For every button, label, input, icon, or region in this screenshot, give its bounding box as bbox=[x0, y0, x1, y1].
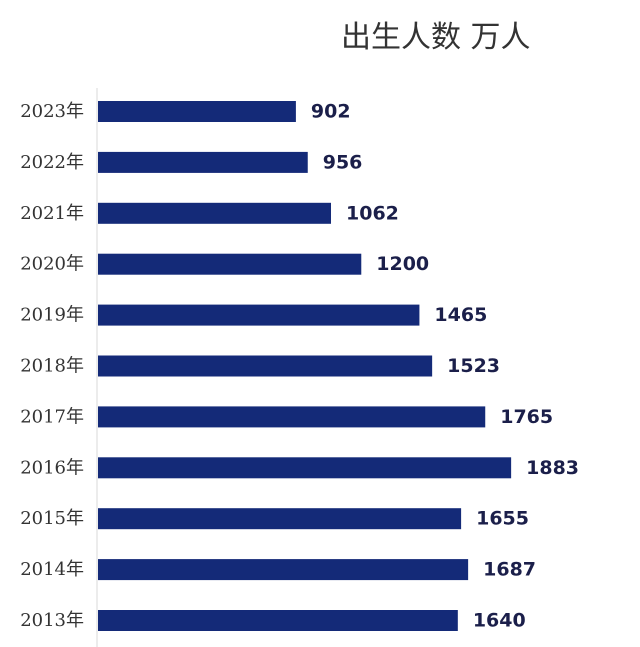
bar-row: 2020年 1200 bbox=[20, 253, 429, 275]
category-label: 2019年 bbox=[20, 305, 84, 326]
bar bbox=[98, 406, 486, 428]
category-label: 2017年 bbox=[20, 406, 84, 427]
bar-row: 2022年 956 bbox=[20, 151, 362, 173]
category-label: 2013年 bbox=[20, 610, 84, 631]
bar bbox=[98, 508, 462, 530]
value-label: 1062 bbox=[346, 202, 399, 224]
bar-row: 2013年 1640 bbox=[20, 610, 526, 632]
value-label: 902 bbox=[311, 101, 351, 123]
bar-row: 2016年 1883 bbox=[20, 457, 579, 479]
value-label: 1200 bbox=[376, 253, 429, 275]
value-label: 1655 bbox=[476, 508, 529, 530]
bar-row: 2021年 1062 bbox=[20, 202, 399, 224]
category-label: 2020年 bbox=[20, 254, 84, 275]
category-label: 2016年 bbox=[20, 457, 84, 478]
bar bbox=[98, 101, 296, 122]
bar bbox=[98, 253, 362, 275]
bar-row: 2017年 1765 bbox=[20, 406, 553, 428]
bar bbox=[98, 355, 433, 377]
category-label: 2023年 bbox=[20, 101, 84, 122]
bar-row: 2019年 1465 bbox=[20, 304, 487, 326]
bar-row: 2014年 1687 bbox=[20, 559, 536, 581]
value-label: 956 bbox=[323, 151, 363, 173]
bar-row: 2015年 1655 bbox=[20, 508, 529, 530]
value-label: 1640 bbox=[473, 610, 526, 632]
value-label: 1883 bbox=[526, 457, 579, 479]
category-label: 2014年 bbox=[20, 559, 84, 580]
bar-row: 2018年 1523 bbox=[20, 355, 500, 377]
bar bbox=[98, 457, 512, 479]
value-label: 1523 bbox=[447, 355, 500, 377]
bar bbox=[98, 610, 458, 631]
bar bbox=[98, 559, 469, 581]
category-label: 2015年 bbox=[20, 508, 84, 529]
category-label: 2021年 bbox=[20, 203, 84, 224]
bar-row: 2023年 902 bbox=[20, 101, 350, 123]
bar bbox=[98, 202, 332, 224]
value-label: 1465 bbox=[434, 304, 487, 326]
chart-title: 出生人数 万人 bbox=[341, 20, 531, 55]
category-label: 2018年 bbox=[20, 356, 84, 377]
category-label: 2022年 bbox=[20, 152, 84, 173]
bar bbox=[98, 304, 420, 326]
value-label: 1687 bbox=[483, 559, 536, 581]
bar bbox=[98, 151, 308, 173]
value-label: 1765 bbox=[500, 406, 553, 428]
